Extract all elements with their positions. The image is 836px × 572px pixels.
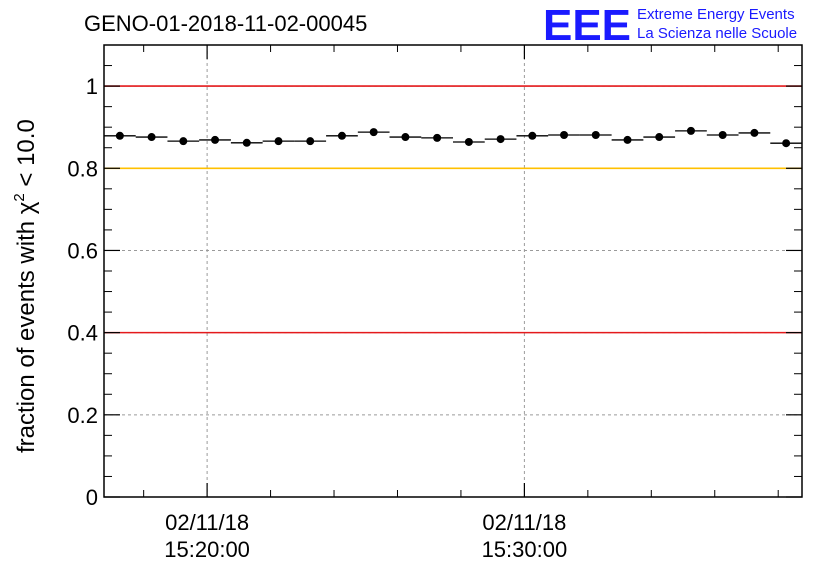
- data-point: [115, 131, 124, 140]
- data-point: [782, 139, 791, 148]
- data-point: [306, 137, 315, 146]
- logo-line-2: La Scienza nelle Scuole: [637, 25, 797, 42]
- x-tick-label-date: 02/11/18: [482, 510, 566, 535]
- data-point: [496, 135, 505, 144]
- y-tick-label: 0: [86, 485, 98, 510]
- grid-lines: [104, 45, 802, 497]
- data-point: [401, 133, 410, 142]
- data-point: [655, 133, 664, 142]
- reference-lines: [104, 85, 802, 334]
- data-point: [591, 130, 600, 139]
- data-point: [369, 128, 378, 137]
- data-point: [750, 128, 759, 137]
- y-tick-label: 0.6: [67, 238, 98, 263]
- y-axis-label-suffix: < 10.0: [13, 119, 40, 193]
- y-axis-label-exponent: 2: [11, 193, 28, 201]
- data-point: [274, 137, 283, 146]
- chart-title: GENO-01-2018-11-02-00045: [84, 11, 367, 36]
- data-point: [337, 131, 346, 140]
- data-point: [147, 133, 156, 142]
- eee-logo: EEE Extreme Energy Events La Scienza nel…: [543, 1, 797, 50]
- data-point: [718, 130, 727, 139]
- data-point: [560, 130, 569, 139]
- data-point: [464, 137, 473, 146]
- data-point: [211, 135, 220, 144]
- y-tick-label: 0.2: [67, 403, 98, 428]
- y-tick-label: 1: [86, 74, 98, 99]
- x-tick-label-date: 02/11/18: [165, 510, 249, 535]
- data-point: [242, 138, 251, 147]
- y-axis-label: fraction of events with χ2 < 10.0: [11, 119, 40, 453]
- axis-ticks: [104, 44, 802, 498]
- data-point: [623, 135, 632, 144]
- y-tick-label: 0.8: [67, 156, 98, 181]
- data-point: [433, 133, 442, 142]
- data-point: [686, 126, 695, 135]
- logo-letters: EEE: [543, 1, 631, 50]
- logo-line-1: Extreme Energy Events: [637, 6, 795, 23]
- data-series: [104, 126, 802, 148]
- y-axis-label-symbol: χ: [13, 201, 40, 214]
- x-tick-label-time: 15:20:00: [164, 537, 250, 562]
- data-point: [528, 131, 537, 140]
- data-point: [179, 137, 188, 146]
- axis-tick-labels: 00.20.40.60.8102/11/1815:20:0002/11/1815…: [67, 74, 567, 562]
- y-tick-label: 0.4: [67, 321, 98, 346]
- x-tick-label-time: 15:30:00: [482, 537, 568, 562]
- plot-frame: [103, 44, 803, 498]
- y-axis-label-prefix: fraction of events with: [13, 214, 40, 453]
